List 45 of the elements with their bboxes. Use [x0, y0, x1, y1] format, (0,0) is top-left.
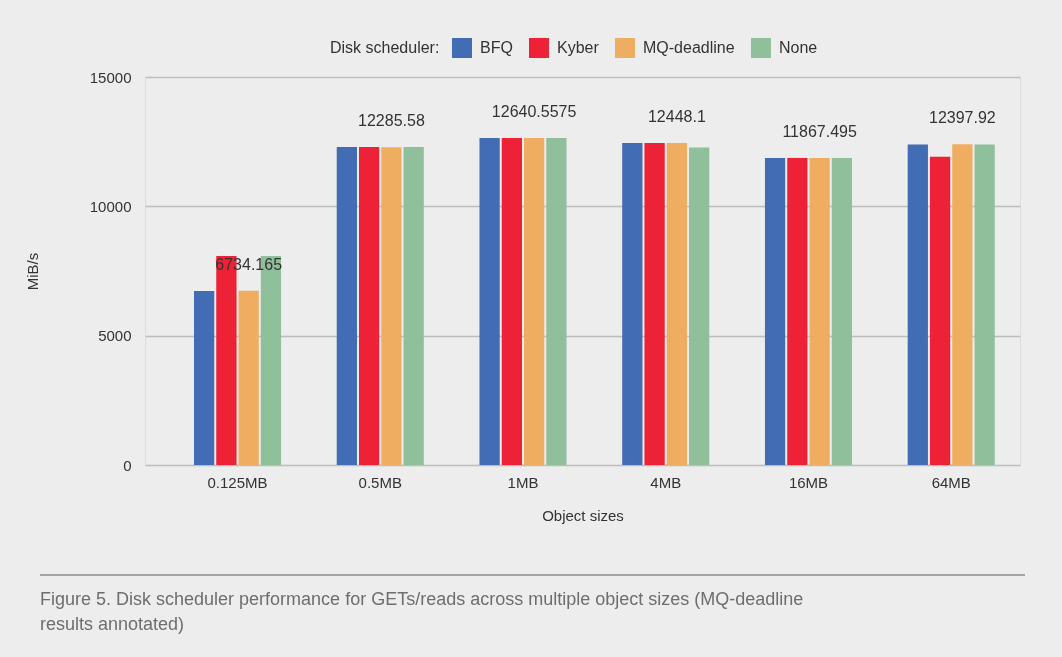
bar — [501, 138, 522, 465]
bar — [546, 138, 567, 465]
legend-label: None — [779, 39, 818, 56]
y-tick-label: 15000 — [89, 68, 132, 86]
bar — [974, 144, 995, 465]
bar — [666, 143, 688, 465]
bar — [381, 147, 402, 465]
bar — [644, 142, 665, 465]
bar — [193, 290, 215, 465]
bar — [809, 158, 830, 465]
caption: Figure 5. Disk scheduler performance for GETs/reads across multiple object sizes (MQ-deadline results annotated) — [40, 589, 804, 634]
data-label: 11867.495 — [782, 123, 857, 141]
legend-title: Disk scheduler: — [330, 39, 440, 56]
x-tick-label: 64MB — [931, 473, 971, 491]
y-axis-title: MiB/s — [23, 252, 41, 291]
x-tick-label: 16MB — [788, 473, 829, 491]
bar — [238, 290, 259, 465]
legend-label: BFQ — [480, 39, 513, 56]
bar — [359, 147, 380, 465]
bar — [831, 157, 853, 465]
bar — [952, 144, 973, 465]
bar — [689, 147, 710, 465]
data-label: 12285.58 — [358, 112, 425, 130]
y-tick-label: 10000 — [89, 197, 132, 215]
y-tick-label: 5000 — [98, 327, 132, 345]
x-tick-label: 4MB — [650, 473, 682, 491]
x-tick-label: 0.5MB — [358, 473, 402, 491]
bar — [907, 144, 928, 465]
bar — [524, 138, 545, 465]
bar — [764, 157, 786, 465]
bar — [929, 156, 951, 465]
bar — [336, 147, 357, 465]
bar — [479, 138, 500, 465]
x-tick-label: 0.125MB — [207, 473, 268, 491]
data-label: 12448.1 — [647, 108, 706, 126]
data-label: 12397.92 — [928, 109, 996, 127]
legend-label: Kyber — [557, 39, 600, 56]
data-label: 12640.5575 — [491, 103, 577, 121]
x-tick-label: 1MB — [507, 473, 539, 491]
bar — [787, 157, 808, 465]
legend-label: MQ-deadline — [643, 39, 735, 56]
y-tick-label: 0 — [123, 456, 132, 474]
bar — [403, 147, 424, 465]
bar — [622, 142, 643, 465]
x-axis-title: Object sizes — [542, 506, 624, 524]
